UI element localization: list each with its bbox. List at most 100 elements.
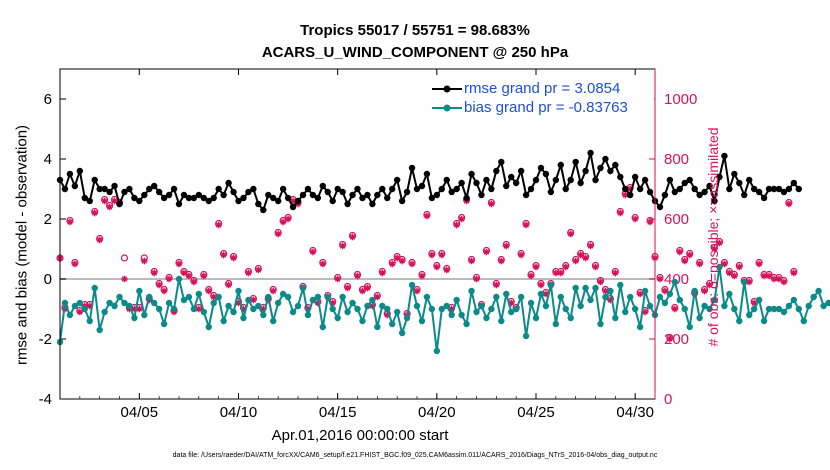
rmse-point <box>646 188 654 196</box>
rmse-point <box>661 191 669 199</box>
bias-point <box>438 305 445 313</box>
bias-point <box>329 305 336 313</box>
obs-assimilated-marker <box>502 242 510 250</box>
right-tick-label: 200 <box>664 331 689 348</box>
bias-point <box>641 287 649 295</box>
bias-point <box>498 317 505 325</box>
bias-point <box>155 305 163 313</box>
rmse-point <box>537 164 545 172</box>
bias-point <box>81 305 88 313</box>
bias-point <box>810 293 817 301</box>
rmse-point <box>131 194 138 202</box>
bias-point <box>126 302 133 310</box>
bias-point <box>165 299 173 307</box>
bias-point <box>299 284 307 292</box>
rmse-point <box>760 194 768 202</box>
rmse-point <box>785 185 793 193</box>
rmse-point <box>413 185 421 193</box>
obs-assimilated-marker <box>483 248 490 256</box>
obs-assimilated-marker <box>597 278 604 286</box>
obs-assimilated-marker <box>497 257 505 265</box>
bias-point <box>448 311 455 319</box>
rmse-point <box>448 188 455 196</box>
obs-assimilated-marker <box>185 272 193 280</box>
bias-point <box>736 317 743 325</box>
bias-point <box>676 296 683 304</box>
rmse-point <box>726 185 733 193</box>
bias-point <box>746 311 753 319</box>
bias-point <box>294 302 302 310</box>
rmse-point <box>716 173 723 181</box>
left-tick-label: 4 <box>44 151 52 168</box>
left-tick-label: 6 <box>44 91 52 108</box>
bias-point <box>780 308 788 316</box>
bias-point <box>225 302 232 310</box>
legend-bias-label: bias grand pr = -0.83763 <box>464 99 628 116</box>
obs-assimilated-marker <box>661 287 669 295</box>
bias-point <box>765 305 773 313</box>
rmse-point <box>592 176 599 184</box>
rmse-point <box>265 191 272 199</box>
rmse-point <box>175 200 183 208</box>
rmse-point <box>701 188 708 196</box>
bias-point <box>527 299 535 307</box>
rmse-point <box>532 176 540 184</box>
rmse-point <box>106 188 113 196</box>
obs-assimilated-marker <box>190 278 198 286</box>
rmse-point <box>210 194 217 202</box>
rmse-point <box>512 179 520 187</box>
obs-assimilated-marker <box>785 200 793 208</box>
bias-point <box>696 314 703 322</box>
rmse-point <box>765 185 773 193</box>
legend: rmse grand pr = 3.0854 bias grand pr = -… <box>428 80 654 120</box>
rmse-point <box>101 185 108 193</box>
obs-assimilated-marker <box>488 200 495 208</box>
obs-possible-marker <box>120 254 129 262</box>
bias-point <box>349 299 356 307</box>
rmse-point <box>641 176 649 184</box>
bias-point <box>354 305 361 313</box>
obs-assimilated-marker <box>364 284 371 292</box>
bias-point <box>146 293 153 301</box>
obs-assimilated-marker <box>612 269 619 277</box>
rmse-point <box>597 164 604 172</box>
rmse-point <box>587 149 594 157</box>
rmse-point <box>418 182 426 190</box>
obs-assimilated-marker <box>537 281 545 289</box>
bias-point <box>71 302 79 310</box>
rmse-point <box>582 167 589 175</box>
bias-point <box>512 305 520 313</box>
rmse-point <box>190 194 198 202</box>
obs-assimilated-marker <box>701 287 708 295</box>
bias-point <box>542 302 550 310</box>
obs-assimilated-marker <box>354 272 361 280</box>
bias-point <box>111 302 118 310</box>
legend-item-bias: bias grand pr = -0.83763 <box>428 99 654 118</box>
bias-point <box>666 290 674 298</box>
rmse-point <box>636 185 644 193</box>
obs-assimilated-marker <box>507 299 515 307</box>
obs-assimilated-marker <box>433 263 441 271</box>
bias-point <box>136 287 143 295</box>
bias-point <box>478 302 485 310</box>
bias-point <box>741 278 748 286</box>
bias-point <box>170 305 178 313</box>
rmse-point <box>517 167 525 175</box>
right-tick-label: 1000 <box>664 91 697 108</box>
bias-point <box>750 305 758 313</box>
rmse-point <box>180 191 188 199</box>
obs-assimilated-marker <box>344 284 351 292</box>
bias-point <box>800 317 807 325</box>
rmse-point <box>622 185 629 193</box>
bias-point <box>175 275 183 283</box>
obs-assimilated-marker <box>686 251 694 259</box>
rmse-point <box>552 176 560 184</box>
rmse-point <box>483 176 490 184</box>
bias-point <box>567 314 574 322</box>
obs-assimilated-marker <box>443 266 451 274</box>
obs-assimilated-marker <box>319 260 327 268</box>
obs-assimilated-marker <box>716 239 723 247</box>
bias-point <box>141 311 148 319</box>
bias-point <box>433 347 441 355</box>
obs-assimilated-marker <box>666 335 674 343</box>
